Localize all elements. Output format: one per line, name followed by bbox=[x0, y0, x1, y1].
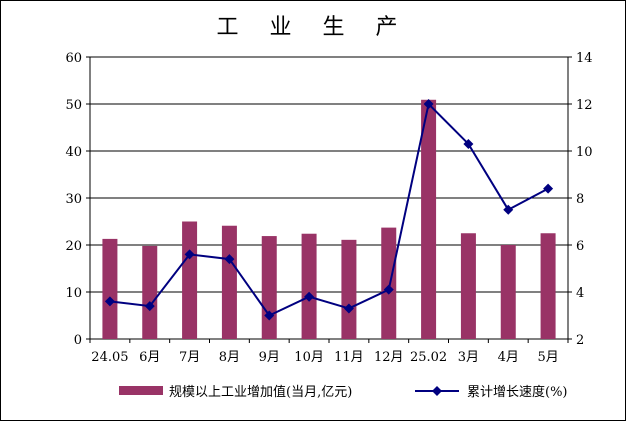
line-point bbox=[104, 296, 115, 307]
chart-legend: 规模以上工业增加值(当月,亿元) 累计增长速度(%) bbox=[1, 381, 625, 405]
x-tick-label: 10月 bbox=[294, 350, 324, 365]
legend-label-bars: 规模以上工业增加值(当月,亿元) bbox=[169, 385, 353, 400]
legend-item-line: 累计增长速度(%) bbox=[413, 381, 568, 400]
y-right-tick-label: 4 bbox=[576, 286, 584, 301]
series-line bbox=[109, 101, 549, 317]
x-tick-label: 4月 bbox=[498, 350, 519, 365]
y-left-tick-label: 60 bbox=[65, 51, 82, 66]
x-tick-label: 6月 bbox=[139, 350, 160, 365]
x-tick-label: 5月 bbox=[537, 350, 558, 365]
bar bbox=[221, 225, 237, 339]
x-tick-label: 8月 bbox=[219, 350, 240, 365]
bar bbox=[381, 227, 397, 339]
y-right-tick-label: 12 bbox=[576, 98, 593, 113]
x-tick-label: 24.05 bbox=[91, 350, 128, 365]
line-point bbox=[383, 284, 394, 295]
bar bbox=[182, 221, 198, 339]
bar bbox=[421, 99, 437, 340]
line-point bbox=[144, 301, 155, 312]
bar bbox=[540, 233, 556, 339]
x-tick-label: 7月 bbox=[179, 350, 200, 365]
legend-swatch-line bbox=[415, 385, 459, 396]
line-point bbox=[503, 204, 514, 215]
line-point bbox=[224, 254, 235, 265]
bar bbox=[102, 238, 118, 339]
bar bbox=[261, 236, 277, 339]
line-point bbox=[543, 183, 554, 194]
line-point bbox=[264, 310, 275, 321]
y-left-tick-label: 40 bbox=[65, 145, 82, 160]
y-right-tick-label: 2 bbox=[576, 333, 584, 348]
x-tick-label: 9月 bbox=[259, 350, 280, 365]
x-tick-label: 12月 bbox=[374, 350, 404, 365]
y-right-tick-label: 14 bbox=[576, 51, 593, 66]
x-tick-label: 25.02 bbox=[410, 350, 447, 365]
y-left-tick-label: 0 bbox=[74, 333, 82, 348]
legend-label-line: 累计增长速度(%) bbox=[467, 385, 568, 400]
y-left-tick-label: 30 bbox=[65, 192, 82, 207]
chart-title: 工 业 生 产 bbox=[216, 15, 410, 40]
y-left-tick-label: 50 bbox=[65, 98, 82, 113]
bar bbox=[301, 233, 317, 339]
legend-swatch-bars bbox=[119, 386, 163, 395]
y-right-tick-label: 10 bbox=[576, 145, 593, 160]
bar bbox=[500, 245, 516, 339]
legend-item-bars: 规模以上工业增加值(当月,亿元) bbox=[119, 381, 352, 400]
line-point bbox=[343, 303, 354, 314]
line-point bbox=[463, 138, 474, 149]
bar bbox=[142, 245, 158, 339]
y-left-tick-label: 20 bbox=[65, 239, 82, 254]
bar bbox=[341, 239, 357, 339]
y-right-tick-label: 8 bbox=[576, 192, 584, 207]
x-tick-label: 3月 bbox=[458, 350, 479, 365]
y-right-tick-label: 6 bbox=[576, 239, 584, 254]
bar bbox=[460, 233, 476, 339]
line-point bbox=[184, 249, 195, 260]
line-point bbox=[304, 291, 315, 302]
chart-plot: 0 10 20 30 40 50 60 2 4 6 8 10 12 14 24.05 6月 7月 8月 9月 10月 1… bbox=[65, 51, 593, 365]
x-tick-label: 11月 bbox=[334, 350, 364, 365]
y-left-tick-label: 10 bbox=[65, 286, 82, 301]
line-point bbox=[423, 99, 434, 109]
